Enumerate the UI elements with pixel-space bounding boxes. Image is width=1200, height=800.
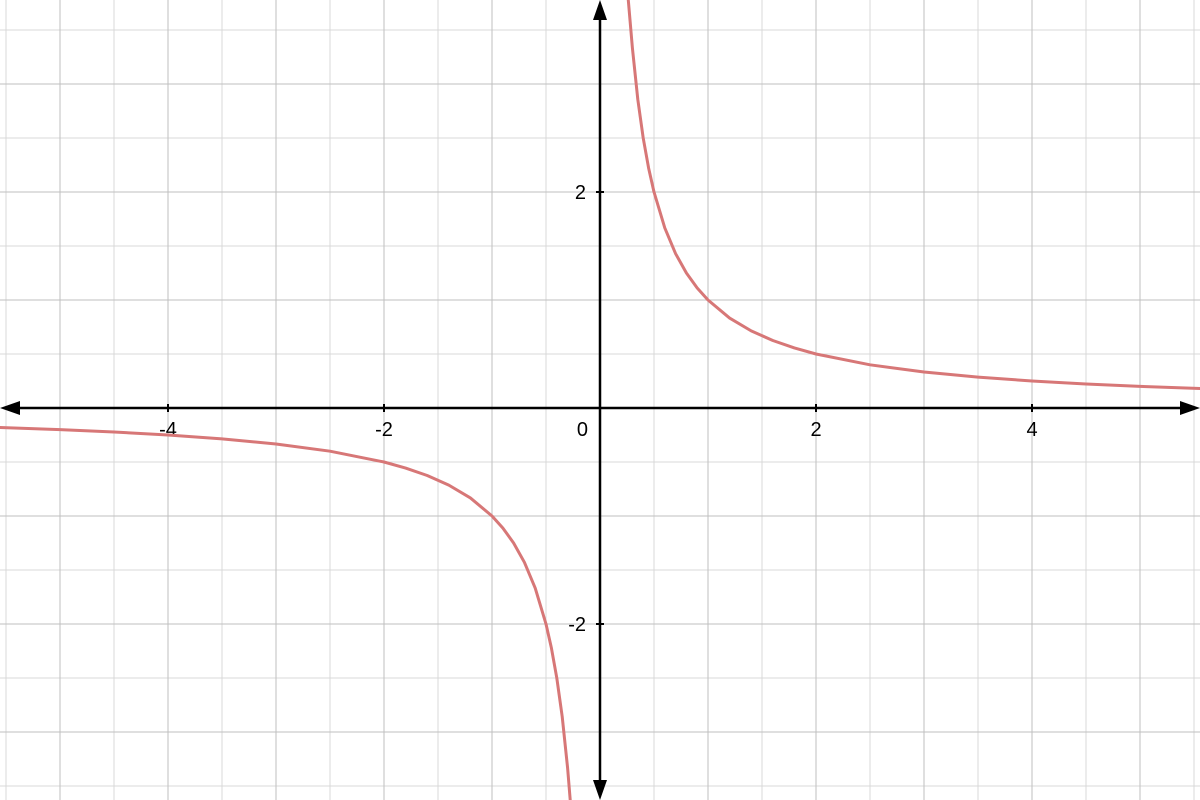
y-tick-label: 2 [575,182,586,204]
x-tick-label: 0 [577,419,588,441]
coordinate-grid-chart: -4 -2 0 2 4 -2 2 [0,0,1200,800]
y-tick-label: -2 [568,614,586,636]
x-tick-label: -2 [375,419,393,441]
x-tick-label: -4 [159,419,177,441]
x-tick-label: 4 [1026,419,1037,441]
x-tick-label: 2 [810,419,821,441]
